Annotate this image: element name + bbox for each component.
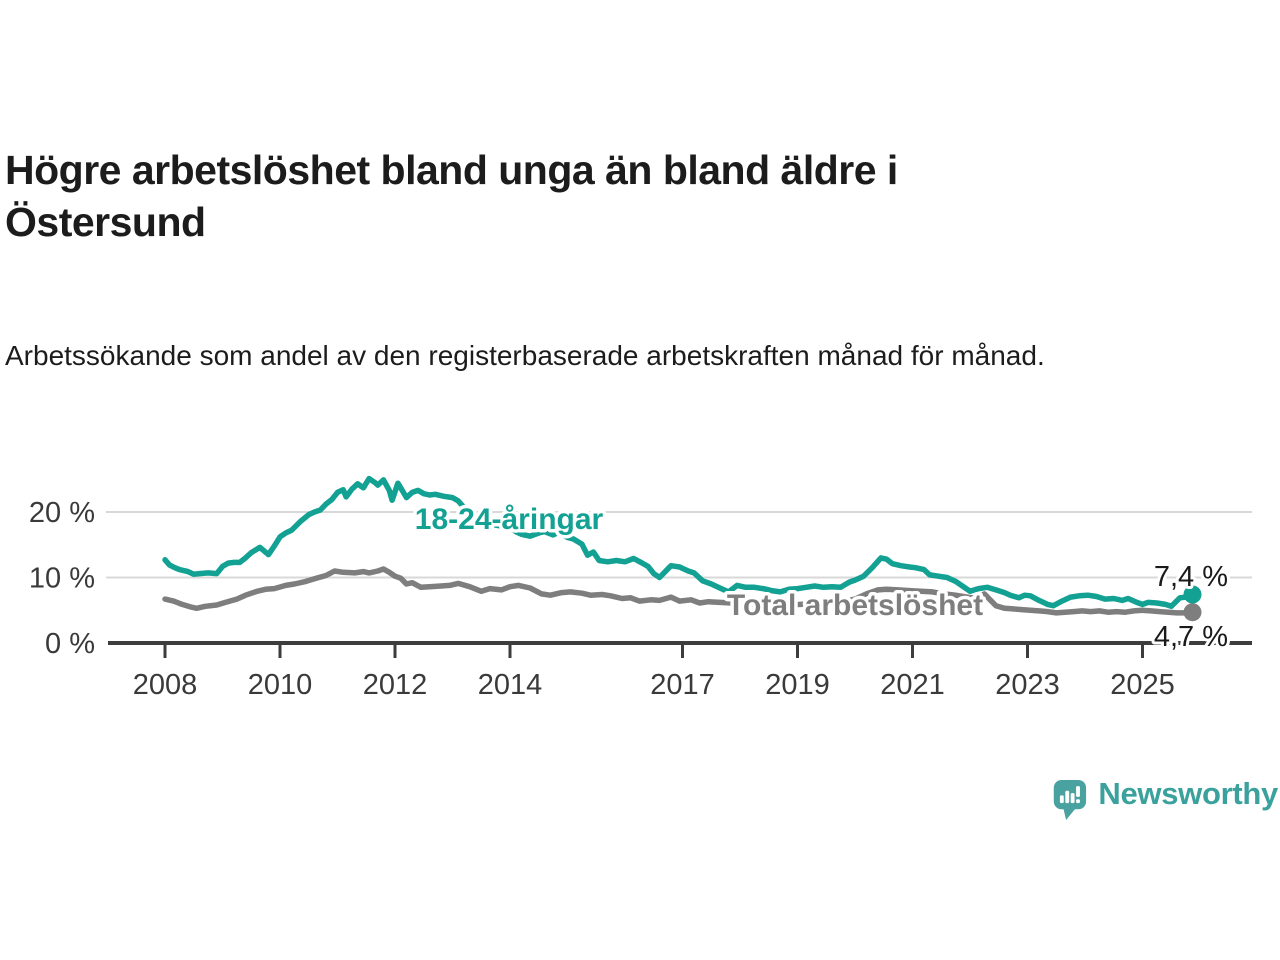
x-tick-label-2010: 2010	[248, 669, 313, 701]
x-tick-label-2019: 2019	[765, 669, 830, 701]
x-tick-label-2023: 2023	[995, 669, 1060, 701]
x-tick-label-2017: 2017	[650, 669, 715, 701]
x-tick-label-2025: 2025	[1110, 669, 1175, 701]
y-tick-label-10: 10 %	[29, 563, 95, 595]
series-label-Total arbetslöshet: Total arbetslöshet	[727, 589, 983, 622]
y-tick-label-20: 20 %	[29, 497, 95, 529]
chart-subtitle: Arbetssökande som andel av den registerb…	[5, 340, 1045, 371]
x-tick-label-2014: 2014	[478, 669, 543, 701]
y-tick-label-0: 0 %	[45, 628, 95, 660]
newsworthy-wordmark: Newsworthy	[1098, 776, 1278, 811]
end-dot-Total arbetslöshet	[1183, 603, 1202, 622]
bar-chart-speech-bubble-icon	[1053, 779, 1087, 821]
series-line-18-24-åringar	[162, 475, 1196, 610]
x-tick-label-2008: 2008	[133, 669, 198, 701]
x-tick-label-2012: 2012	[363, 669, 428, 701]
series-line-Total arbetslöshet	[162, 566, 1196, 616]
end-label-18-24-åringar: 7,4 %	[1154, 561, 1228, 593]
end-dot-18-24-åringar	[1183, 585, 1202, 604]
series-label-18-24-åringar: 18-24-åringar	[415, 503, 604, 536]
page-title: Högre arbetslöshet bland unga än bland ä…	[5, 147, 898, 245]
end-label-Total arbetslöshet: 4,7 %	[1154, 621, 1228, 653]
x-tick-label-2021: 2021	[880, 669, 945, 701]
newsworthy-logo: Newsworthy	[1053, 772, 1278, 828]
